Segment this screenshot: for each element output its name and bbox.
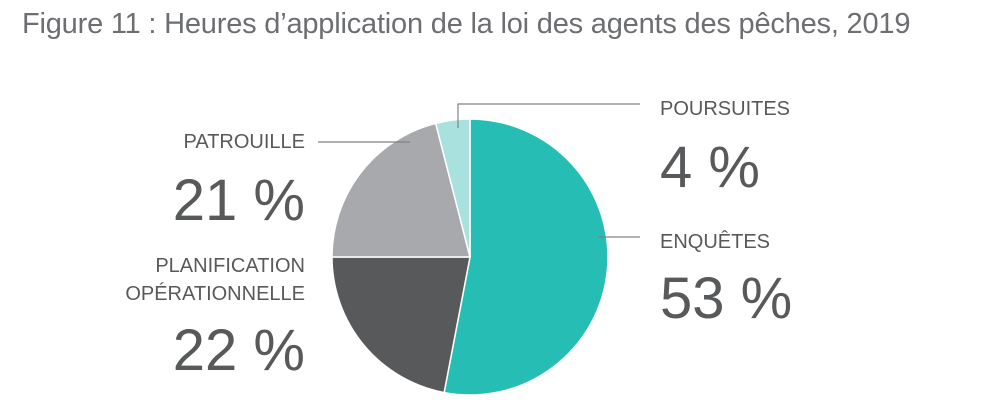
slice-label-planification-line2: OPÉRATIONNELLE — [125, 282, 305, 305]
slice-value-planification: 22 % — [173, 318, 305, 383]
slice-label-patrouille: PATROUILLE — [183, 131, 305, 153]
chart-title: Figure 11 : Heures d’application de la l… — [22, 8, 911, 40]
slice-value-poursuites: 4 % — [660, 135, 760, 200]
pie-slice-planification — [331, 256, 471, 394]
pie-slice-poursuites — [434, 118, 471, 258]
leader-lines — [318, 103, 640, 238]
pie-slice-patrouille — [331, 122, 471, 258]
slice-value-patrouille: 21 % — [173, 168, 305, 233]
slice-value-enquetes: 53 % — [660, 266, 792, 331]
slice-label-enquetes: ENQUÊTES — [660, 230, 770, 253]
slice-labels: ENQUÊTES 53 % PLANIFICATION OPÉRATIONNELLE 2… — [125, 98, 792, 383]
leader-line-poursuites — [457, 103, 640, 128]
pie-slices — [331, 118, 609, 396]
slice-label-planification: PLANIFICATION — [155, 255, 305, 277]
slice-label-poursuites: POURSUITES — [660, 98, 790, 120]
pie-slice-enquetes — [443, 118, 609, 396]
